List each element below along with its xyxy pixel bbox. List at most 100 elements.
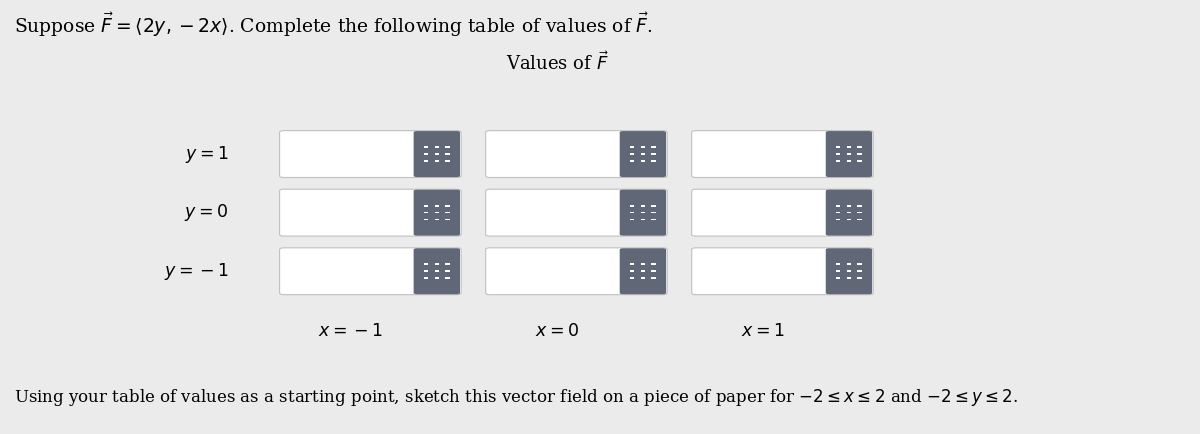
- FancyBboxPatch shape: [858, 153, 862, 155]
- Text: $y = 1$: $y = 1$: [185, 144, 228, 164]
- FancyBboxPatch shape: [424, 153, 428, 155]
- FancyBboxPatch shape: [641, 277, 646, 279]
- Text: Using your table of values as a starting point, sketch this vector field on a pi: Using your table of values as a starting…: [14, 387, 1019, 408]
- FancyBboxPatch shape: [619, 131, 666, 177]
- FancyBboxPatch shape: [434, 160, 439, 162]
- FancyBboxPatch shape: [858, 160, 862, 162]
- FancyBboxPatch shape: [434, 146, 439, 148]
- FancyBboxPatch shape: [691, 248, 874, 295]
- FancyBboxPatch shape: [424, 219, 428, 220]
- FancyBboxPatch shape: [641, 146, 646, 148]
- FancyBboxPatch shape: [847, 263, 851, 265]
- FancyBboxPatch shape: [434, 212, 439, 214]
- FancyBboxPatch shape: [858, 212, 862, 214]
- FancyBboxPatch shape: [434, 153, 439, 155]
- FancyBboxPatch shape: [691, 189, 874, 236]
- FancyBboxPatch shape: [486, 131, 667, 178]
- FancyBboxPatch shape: [445, 263, 450, 265]
- FancyBboxPatch shape: [445, 212, 450, 214]
- FancyBboxPatch shape: [630, 205, 635, 207]
- FancyBboxPatch shape: [619, 248, 666, 294]
- FancyBboxPatch shape: [847, 205, 851, 207]
- FancyBboxPatch shape: [858, 263, 862, 265]
- FancyBboxPatch shape: [836, 205, 840, 207]
- Text: $y = 0$: $y = 0$: [185, 202, 228, 223]
- FancyBboxPatch shape: [847, 212, 851, 214]
- FancyBboxPatch shape: [641, 219, 646, 220]
- Text: $x = -1$: $x = -1$: [318, 323, 383, 340]
- FancyBboxPatch shape: [641, 205, 646, 207]
- FancyBboxPatch shape: [826, 190, 872, 236]
- FancyBboxPatch shape: [434, 205, 439, 207]
- FancyBboxPatch shape: [434, 270, 439, 272]
- FancyBboxPatch shape: [826, 131, 872, 177]
- FancyBboxPatch shape: [424, 205, 428, 207]
- FancyBboxPatch shape: [630, 270, 635, 272]
- FancyBboxPatch shape: [836, 219, 840, 220]
- FancyBboxPatch shape: [847, 160, 851, 162]
- FancyBboxPatch shape: [630, 212, 635, 214]
- FancyBboxPatch shape: [652, 212, 655, 214]
- FancyBboxPatch shape: [641, 263, 646, 265]
- FancyBboxPatch shape: [630, 153, 635, 155]
- FancyBboxPatch shape: [619, 190, 666, 236]
- FancyBboxPatch shape: [691, 131, 874, 178]
- FancyBboxPatch shape: [836, 270, 840, 272]
- FancyBboxPatch shape: [630, 219, 635, 220]
- FancyBboxPatch shape: [836, 277, 840, 279]
- FancyBboxPatch shape: [641, 212, 646, 214]
- FancyBboxPatch shape: [424, 212, 428, 214]
- FancyBboxPatch shape: [836, 153, 840, 155]
- FancyBboxPatch shape: [445, 219, 450, 220]
- Text: Suppose $\vec{F} = \langle 2y, -2x \rangle$. Complete the following table of val: Suppose $\vec{F} = \langle 2y, -2x \rang…: [14, 11, 653, 39]
- FancyBboxPatch shape: [434, 277, 439, 279]
- FancyBboxPatch shape: [858, 205, 862, 207]
- FancyBboxPatch shape: [434, 263, 439, 265]
- FancyBboxPatch shape: [836, 263, 840, 265]
- Text: $x = 0$: $x = 0$: [534, 323, 578, 340]
- FancyBboxPatch shape: [847, 219, 851, 220]
- FancyBboxPatch shape: [858, 270, 862, 272]
- FancyBboxPatch shape: [486, 189, 667, 236]
- FancyBboxPatch shape: [641, 270, 646, 272]
- FancyBboxPatch shape: [652, 277, 655, 279]
- FancyBboxPatch shape: [641, 153, 646, 155]
- FancyBboxPatch shape: [445, 160, 450, 162]
- FancyBboxPatch shape: [414, 131, 460, 177]
- FancyBboxPatch shape: [424, 263, 428, 265]
- FancyBboxPatch shape: [630, 263, 635, 265]
- FancyBboxPatch shape: [652, 219, 655, 220]
- Text: $y = -1$: $y = -1$: [163, 261, 228, 282]
- Text: $x = 1$: $x = 1$: [740, 323, 785, 340]
- FancyBboxPatch shape: [652, 146, 655, 148]
- FancyBboxPatch shape: [424, 160, 428, 162]
- FancyBboxPatch shape: [424, 277, 428, 279]
- FancyBboxPatch shape: [847, 146, 851, 148]
- FancyBboxPatch shape: [445, 277, 450, 279]
- FancyBboxPatch shape: [280, 131, 461, 178]
- FancyBboxPatch shape: [486, 248, 667, 295]
- FancyBboxPatch shape: [445, 153, 450, 155]
- FancyBboxPatch shape: [630, 160, 635, 162]
- FancyBboxPatch shape: [445, 270, 450, 272]
- FancyBboxPatch shape: [858, 219, 862, 220]
- FancyBboxPatch shape: [641, 160, 646, 162]
- FancyBboxPatch shape: [847, 270, 851, 272]
- FancyBboxPatch shape: [630, 146, 635, 148]
- FancyBboxPatch shape: [445, 205, 450, 207]
- FancyBboxPatch shape: [652, 205, 655, 207]
- FancyBboxPatch shape: [652, 160, 655, 162]
- FancyBboxPatch shape: [847, 277, 851, 279]
- FancyBboxPatch shape: [280, 189, 461, 236]
- FancyBboxPatch shape: [434, 219, 439, 220]
- FancyBboxPatch shape: [858, 277, 862, 279]
- FancyBboxPatch shape: [414, 190, 460, 236]
- FancyBboxPatch shape: [630, 277, 635, 279]
- FancyBboxPatch shape: [652, 263, 655, 265]
- FancyBboxPatch shape: [836, 212, 840, 214]
- FancyBboxPatch shape: [424, 270, 428, 272]
- FancyBboxPatch shape: [652, 153, 655, 155]
- FancyBboxPatch shape: [858, 146, 862, 148]
- FancyBboxPatch shape: [445, 146, 450, 148]
- FancyBboxPatch shape: [414, 248, 460, 294]
